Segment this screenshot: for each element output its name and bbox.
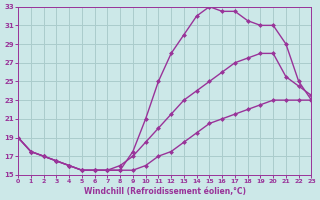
X-axis label: Windchill (Refroidissement éolien,°C): Windchill (Refroidissement éolien,°C) (84, 187, 246, 196)
